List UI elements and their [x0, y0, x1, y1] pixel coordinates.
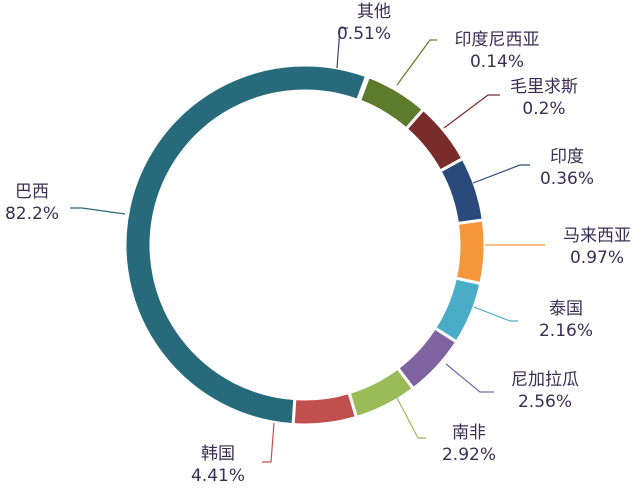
leader-lines — [70, 27, 545, 463]
donut-slices — [123, 63, 487, 427]
leader-line-1 — [396, 39, 437, 86]
slice-4 — [453, 218, 487, 286]
slice-label-8: 韩国 — [201, 444, 235, 464]
slice-value-label-5: 2.16% — [539, 321, 593, 341]
slice-label-2: 毛里求斯 — [510, 77, 578, 97]
slice-value-label-4: 0.97% — [570, 248, 624, 268]
slice-value-label-0: 0.51% — [337, 24, 391, 44]
slice-value-label-7: 2.92% — [442, 445, 496, 465]
leader-line-0 — [336, 27, 348, 69]
slice-value-label-1: 0.14% — [470, 52, 524, 72]
slice-label-4: 马来西亚 — [563, 226, 631, 246]
leader-line-7 — [396, 397, 426, 439]
slice-label-6: 尼加拉瓜 — [511, 370, 579, 390]
slice-value-label-2: 0.2% — [522, 99, 565, 119]
leader-line-5 — [473, 306, 518, 322]
leader-line-9 — [70, 207, 126, 215]
slice-value-label-3: 0.36% — [540, 169, 594, 189]
leader-line-8 — [262, 422, 275, 463]
leader-line-2 — [443, 94, 500, 129]
slice-value-label-9: 82.2% — [5, 204, 59, 224]
slice-label-9: 巴西 — [15, 182, 49, 202]
slice-value-label-8: 4.41% — [191, 466, 245, 486]
slice-value-label-6: 2.56% — [518, 392, 572, 412]
slice-8 — [291, 390, 359, 427]
leader-line-6 — [445, 363, 494, 393]
slice-3 — [438, 156, 485, 226]
slice-label-0: 其他 — [357, 2, 391, 22]
leader-line-3 — [472, 164, 530, 184]
slice-label-1: 印度尼西亚 — [455, 30, 540, 50]
slice-label-5: 泰国 — [549, 299, 583, 319]
slice-9 — [123, 63, 369, 427]
slice-label-7: 南非 — [452, 423, 486, 443]
slice-label-3: 印度 — [550, 147, 584, 167]
